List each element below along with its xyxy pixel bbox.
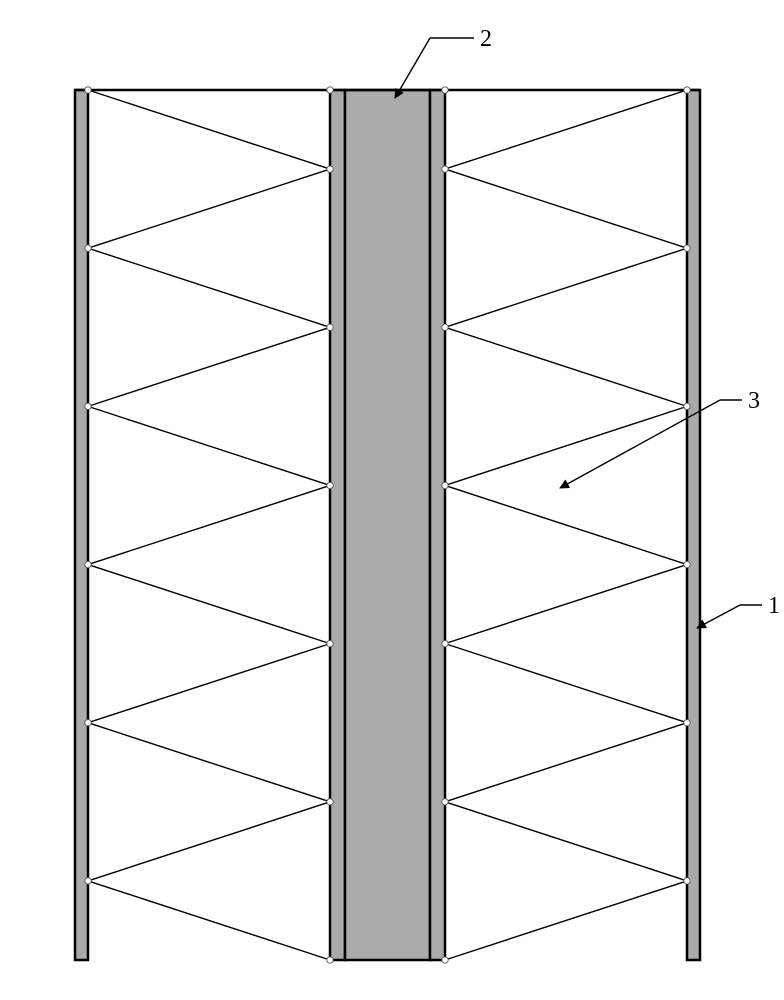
left-bay — [85, 87, 333, 963]
brace — [88, 881, 330, 960]
hinge-node — [85, 87, 91, 93]
brace — [88, 485, 330, 564]
outer-left-column — [75, 90, 88, 960]
hinge-node — [442, 87, 448, 93]
brace — [88, 723, 330, 802]
label1: 1 — [697, 593, 780, 628]
hinge-node — [85, 878, 91, 884]
brace — [88, 406, 330, 485]
hinge-node — [684, 720, 690, 726]
middle-right-flange — [430, 90, 445, 960]
brace — [445, 644, 687, 723]
diagram-svg: 2 3 1 — [0, 0, 784, 1000]
brace — [88, 802, 330, 881]
callout-number: 2 — [480, 26, 492, 52]
brace — [88, 169, 330, 248]
hinge-node — [85, 245, 91, 251]
hinge-node — [442, 640, 448, 646]
brace — [445, 881, 687, 960]
hinge-node — [327, 482, 333, 488]
brace — [88, 90, 330, 169]
hinge-node — [442, 482, 448, 488]
hinge-node — [85, 403, 91, 409]
hinge-node — [684, 561, 690, 567]
hinge-node — [442, 324, 448, 330]
hinge-node — [327, 957, 333, 963]
brace — [445, 327, 687, 406]
hinge-node — [684, 403, 690, 409]
brace — [88, 565, 330, 644]
hinge-node — [85, 561, 91, 567]
middle-web — [345, 90, 430, 960]
hinge-node — [442, 166, 448, 172]
brace — [445, 90, 687, 169]
hinge-node — [85, 720, 91, 726]
hinge-node — [327, 324, 333, 330]
brace — [445, 248, 687, 327]
hinge-node — [327, 640, 333, 646]
hinge-node — [327, 166, 333, 172]
brace — [445, 565, 687, 644]
brace — [445, 802, 687, 881]
brace — [88, 327, 330, 406]
brace — [445, 406, 687, 485]
hinge-node — [442, 799, 448, 805]
brace — [445, 723, 687, 802]
brace — [88, 644, 330, 723]
leader-pointer — [697, 605, 740, 628]
outer-right-column — [687, 90, 700, 960]
hinge-node — [684, 87, 690, 93]
brace — [88, 248, 330, 327]
hinge-node — [684, 245, 690, 251]
callout-number: 3 — [748, 388, 760, 414]
diagram-stage: 2 3 1 — [0, 0, 784, 1000]
hinge-node — [327, 87, 333, 93]
right-bay — [442, 87, 690, 963]
middle-left-flange — [330, 90, 345, 960]
hinge-node — [684, 878, 690, 884]
brace — [445, 485, 687, 564]
hinge-node — [442, 957, 448, 963]
callout-number: 1 — [768, 593, 780, 619]
brace — [445, 169, 687, 248]
hinge-node — [327, 799, 333, 805]
